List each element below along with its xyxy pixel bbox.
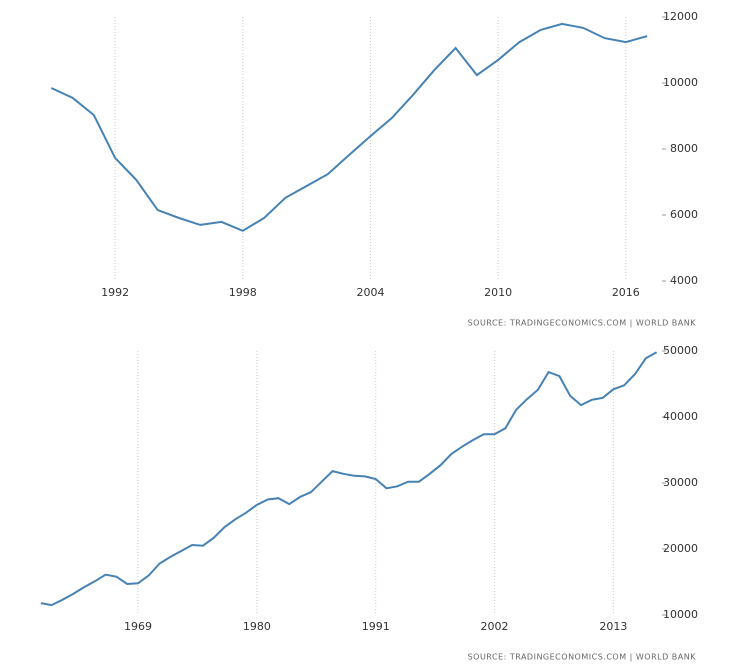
x-tick-label: 2004 (356, 286, 384, 299)
y-tick-label: 10000 (663, 608, 698, 621)
x-tick-label: 1992 (101, 286, 129, 299)
x-tick-label: 2013 (599, 620, 627, 633)
x-tick-label: 1980 (243, 620, 271, 633)
y-tick-label: 8000 (670, 142, 698, 155)
data-line (40, 351, 658, 607)
y-tick-label: 6000 (670, 208, 698, 221)
source-note: SOURCE: TRADINGECONOMICS.COM | WORLD BAN… (468, 319, 697, 328)
x-tick-label: 1998 (229, 286, 257, 299)
source-note: SOURCE: TRADINGECONOMICS.COM | WORLD BAN… (468, 653, 697, 662)
y-tick-label: 50000 (663, 344, 698, 357)
x-tick-label: 2010 (484, 286, 512, 299)
x-tick-label: 1991 (362, 620, 390, 633)
data-line (50, 22, 648, 232)
y-tick-label: 30000 (663, 476, 698, 489)
y-tick-label: 40000 (663, 410, 698, 423)
x-tick-label: 2002 (481, 620, 509, 633)
x-tick-label: 2016 (612, 286, 640, 299)
x-tick-label: 1969 (124, 620, 152, 633)
y-tick-label: 10000 (663, 76, 698, 89)
y-tick-label: 20000 (663, 542, 698, 555)
y-tick-label: 4000 (670, 274, 698, 287)
y-tick-label: 12000 (663, 10, 698, 23)
